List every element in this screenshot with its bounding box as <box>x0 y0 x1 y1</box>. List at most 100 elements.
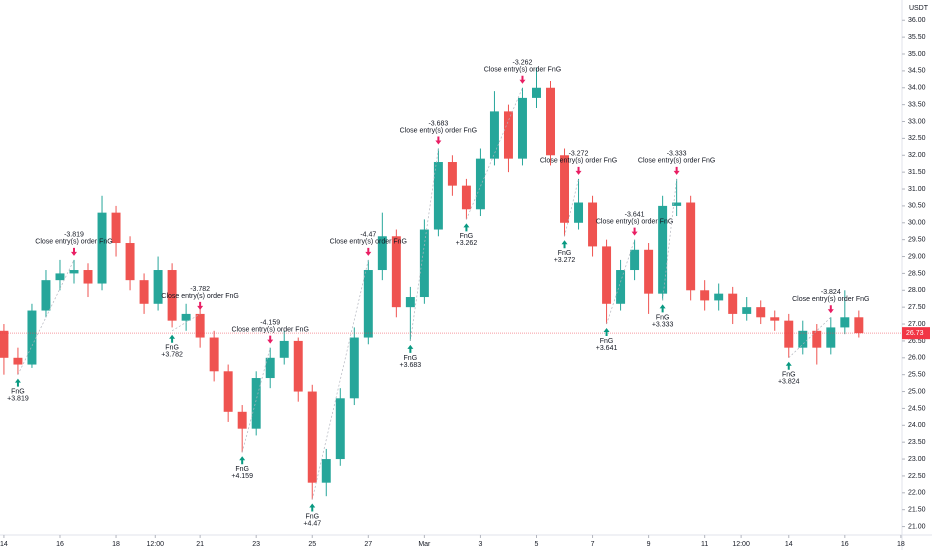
x-tick-label: 14 <box>0 541 8 548</box>
candle-body <box>742 307 752 314</box>
candle-body <box>784 320 794 348</box>
candle-body <box>714 293 724 301</box>
y-tick-label: 30.50 <box>908 203 926 210</box>
entry-value-label: +4.159 <box>231 473 253 480</box>
exit-value-label: -3.683 <box>428 120 448 127</box>
y-tick-label: 28.50 <box>908 270 926 277</box>
candle-body <box>209 337 219 372</box>
x-tick-label: 14 <box>785 541 793 548</box>
candle-body <box>13 357 23 365</box>
y-tick-label: 21.50 <box>908 507 926 514</box>
entry-label: FnG <box>235 466 249 473</box>
candle-body <box>167 270 177 321</box>
entry-value-label: +3.641 <box>596 345 618 352</box>
currency-label: USDT <box>909 5 929 12</box>
candle-body <box>616 270 626 304</box>
exit-value-label: -3.262 <box>513 60 533 67</box>
candle-body <box>321 459 331 483</box>
x-tick-label: 5 <box>535 541 539 548</box>
candle-body <box>489 111 499 159</box>
exit-label: Close entry(s) order FnG <box>638 158 715 165</box>
x-tick-label: 27 <box>364 541 372 548</box>
exit-marker <box>197 301 204 310</box>
exit-value-label: -3.782 <box>190 286 210 293</box>
entry-label: FnG <box>600 338 614 345</box>
entry-label: FnG <box>558 250 572 257</box>
entry-arrow <box>169 334 176 343</box>
candle-body <box>686 202 696 291</box>
exit-marker <box>267 335 274 344</box>
candle-body <box>391 236 401 308</box>
entry-arrow <box>463 223 470 232</box>
entry-label: FnG <box>165 345 179 352</box>
exit-marker <box>827 305 834 314</box>
entry-label: FnG <box>305 513 319 520</box>
x-tick-label: 25 <box>308 541 316 548</box>
entry-value-label: +3.824 <box>778 379 800 386</box>
y-tick-label: 30.00 <box>908 220 926 227</box>
y-tick-label: 33.00 <box>908 118 926 125</box>
entry-arrow <box>14 378 21 387</box>
y-tick-label: 35.00 <box>908 51 926 58</box>
candle-body <box>588 202 598 247</box>
x-tick-label: 11 <box>701 541 708 548</box>
candle-body <box>826 327 836 348</box>
y-tick-label: 25.50 <box>908 372 926 379</box>
entry-value-label: +3.272 <box>554 257 576 264</box>
exit-value-label: -3.819 <box>64 232 84 239</box>
y-tick-label: 36.00 <box>908 17 926 24</box>
entry-label: FnG <box>404 355 418 362</box>
candle-body <box>532 87 541 98</box>
exit-marker <box>365 247 372 256</box>
x-tick-label: Mar <box>418 541 431 548</box>
y-tick-label: 31.00 <box>908 186 926 193</box>
candle-body <box>223 371 233 412</box>
trade-line <box>606 239 635 325</box>
candle-body <box>672 202 682 206</box>
y-tick-label: 35.50 <box>908 34 926 41</box>
y-tick-label: 28.00 <box>908 287 926 294</box>
candle-body <box>560 155 570 223</box>
entry-arrow <box>239 456 246 465</box>
candle-body <box>574 202 584 223</box>
candle-body <box>447 162 457 186</box>
candle-body <box>377 236 387 271</box>
entry-value-label: +3.683 <box>400 362 422 369</box>
y-tick-label: 22.00 <box>908 490 926 497</box>
candle-body <box>405 297 415 308</box>
x-tick-label: 18 <box>112 541 120 548</box>
exit-marker <box>575 166 582 175</box>
candle-body <box>111 212 121 244</box>
y-tick-label: 32.00 <box>908 152 926 159</box>
candle-body <box>69 270 79 274</box>
last-price-box <box>902 327 930 340</box>
exit-label: Close entry(s) order FnG <box>484 67 561 74</box>
x-tick-label: 21 <box>196 541 204 548</box>
entry-label: FnG <box>11 389 25 396</box>
candle-body <box>812 330 822 348</box>
exit-value-label: -3.824 <box>821 289 841 296</box>
y-tick-label: 34.00 <box>908 85 926 92</box>
candle-body <box>363 270 373 338</box>
entry-value-label: +3.262 <box>456 240 478 247</box>
trade-line <box>564 178 579 237</box>
y-tick-label: 27.50 <box>908 304 926 311</box>
candle-body <box>728 293 738 314</box>
y-tick-label: 23.50 <box>908 439 926 446</box>
trade-line <box>311 259 369 500</box>
y-tick-label: 26.00 <box>908 355 926 362</box>
x-tick-label: 16 <box>56 541 64 548</box>
entry-arrow <box>603 328 610 337</box>
x-tick-label: 9 <box>647 541 651 548</box>
candle-body <box>125 243 135 281</box>
exit-marker <box>631 227 638 236</box>
candle-body <box>854 317 864 334</box>
candle-body <box>475 158 485 210</box>
exit-value-label: -3.333 <box>667 151 687 158</box>
entry-value-label: +3.782 <box>161 352 183 359</box>
x-tick-label: 16 <box>841 541 849 548</box>
x-tick-label: 12:00 <box>147 541 165 548</box>
y-tick-label: 26.50 <box>908 338 926 345</box>
exit-label: Close entry(s) order FnG <box>161 293 238 300</box>
